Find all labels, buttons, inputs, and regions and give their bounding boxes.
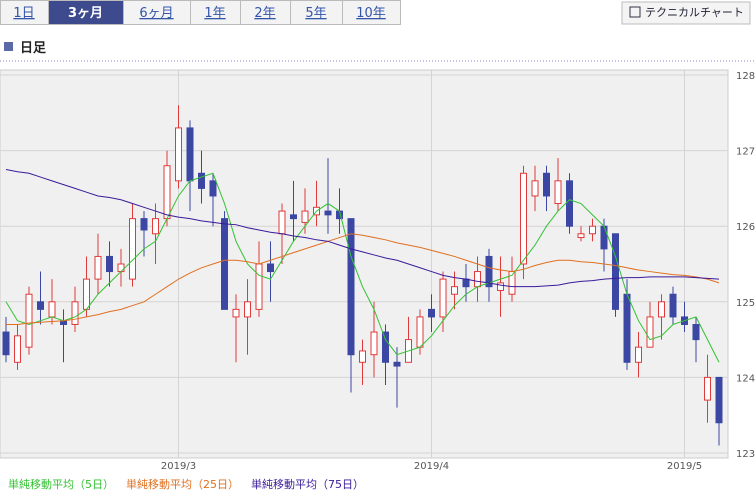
candle-body xyxy=(244,301,251,318)
candle-body xyxy=(290,214,297,220)
candle-body xyxy=(543,172,550,197)
candle-body xyxy=(669,293,677,318)
tab-label[interactable]: 1年 xyxy=(204,6,225,21)
tab-label[interactable]: 10年 xyxy=(356,6,386,21)
candle-body xyxy=(416,316,424,348)
candle-body xyxy=(25,293,33,348)
candle-body xyxy=(267,263,274,273)
tab-label[interactable]: 1日 xyxy=(13,6,34,21)
candle-body xyxy=(692,323,700,341)
candle-body xyxy=(382,331,389,363)
candle-body xyxy=(198,172,205,189)
button-label[interactable]: テクニカルチャート xyxy=(645,6,744,19)
moving-average xyxy=(5,169,720,288)
y-tick-label: 127 xyxy=(736,147,755,158)
moving-average xyxy=(6,233,720,325)
candle-body xyxy=(531,180,539,197)
legend-entry: 単純移動平均（5日） xyxy=(8,477,114,491)
tab[interactable] xyxy=(0,0,49,25)
tab[interactable] xyxy=(123,0,191,25)
legend-entry: 単純移動平均（75日） xyxy=(251,477,364,491)
technical-button[interactable] xyxy=(621,1,751,25)
candle-body xyxy=(715,376,723,424)
candle-body xyxy=(428,308,435,318)
y-tick-label: 123 xyxy=(736,449,755,460)
candle-body xyxy=(209,180,217,197)
candle-body xyxy=(520,172,527,265)
candle-body xyxy=(497,282,504,291)
candle-body xyxy=(554,180,562,205)
y-tick-label: 124 xyxy=(736,373,755,384)
candle-body xyxy=(163,165,171,220)
candle-body xyxy=(48,301,56,318)
candle-body xyxy=(635,346,642,363)
candle-body xyxy=(129,218,136,280)
candle-body xyxy=(474,271,481,288)
candle-body xyxy=(612,233,619,310)
candle-body xyxy=(658,301,665,318)
tab[interactable] xyxy=(342,0,401,25)
candle-body xyxy=(566,180,573,227)
candle-body xyxy=(359,350,366,363)
candle-body xyxy=(221,218,228,310)
tab-label[interactable]: 6ヶ月 xyxy=(139,6,173,21)
candle-body xyxy=(370,331,378,356)
candle-body xyxy=(2,331,10,356)
candle-body xyxy=(152,218,159,235)
candle-body xyxy=(439,278,447,318)
candle-body xyxy=(324,210,332,216)
candle-body xyxy=(623,293,631,363)
candle-body xyxy=(83,278,90,310)
candle-body xyxy=(117,263,125,273)
candle-body xyxy=(704,376,711,401)
candle-body xyxy=(301,210,309,223)
candle-body xyxy=(232,308,240,318)
candle-body xyxy=(589,225,596,235)
candle-body xyxy=(186,127,194,182)
x-tick-label: 2019/5 xyxy=(667,461,702,472)
y-tick-label: 125 xyxy=(736,298,755,309)
candle-body xyxy=(140,218,148,231)
candle-body xyxy=(175,127,182,182)
button-icon xyxy=(629,6,641,18)
candle-body xyxy=(37,301,44,310)
candle-body xyxy=(347,218,355,356)
section-icon xyxy=(4,42,13,51)
candle-body xyxy=(393,361,401,367)
candle-body xyxy=(71,301,79,325)
candle-body xyxy=(577,233,585,239)
legend-entry: 単純移動平均（25日） xyxy=(126,477,239,491)
tab-label[interactable]: 2年 xyxy=(254,6,275,21)
candle-body xyxy=(600,225,608,250)
candle-body xyxy=(646,316,654,348)
candle-body xyxy=(94,255,102,280)
candle-body xyxy=(106,255,113,273)
candle-body xyxy=(451,286,458,295)
x-tick-label: 2019/3 xyxy=(161,461,196,472)
candle-body xyxy=(462,278,470,288)
y-tick-label: 126 xyxy=(736,222,755,233)
tab[interactable] xyxy=(48,0,124,25)
tab[interactable] xyxy=(240,0,291,25)
x-tick-label: 2019/4 xyxy=(414,461,449,472)
candle-body xyxy=(14,335,21,363)
tab-label[interactable]: 5年 xyxy=(305,6,326,21)
moving-average xyxy=(5,172,720,363)
candle-body xyxy=(255,263,263,310)
y-tick-label: 128 xyxy=(736,71,755,82)
candle-body xyxy=(278,210,286,235)
candle-body xyxy=(485,255,493,288)
tab-label[interactable]: 3ヶ月 xyxy=(68,6,103,21)
section-title: 日足 xyxy=(20,41,47,56)
